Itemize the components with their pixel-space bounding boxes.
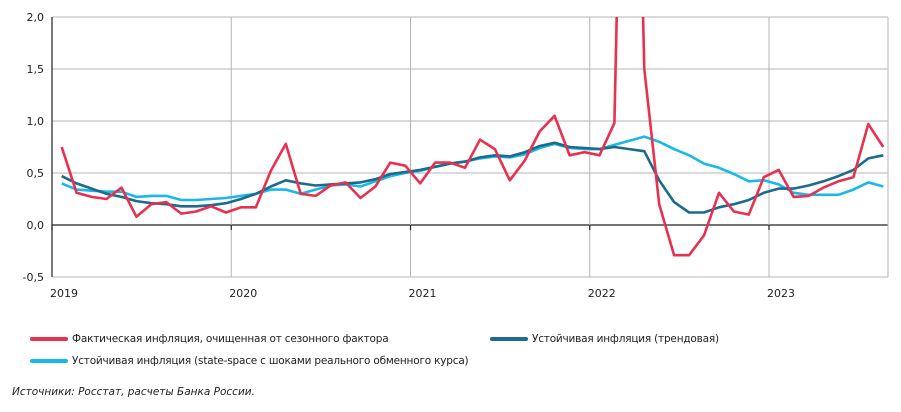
grid (51, 16, 889, 278)
y-tick-label: 2,0 (27, 11, 45, 24)
series-line-1 (61, 141, 884, 214)
y-tick-label: 0,5 (27, 167, 45, 180)
source-note: Источники: Росстат, расчеты Банка России… (12, 386, 255, 398)
legend-item-trend: Устойчивая инфляция (трендовая) (490, 333, 719, 345)
y-tick-label: -0,5 (23, 271, 44, 284)
y-tick-label: 0,0 (27, 219, 45, 232)
x-tick-label: 2020 (229, 287, 257, 300)
legend-label: Фактическая инфляция, очищенная от сезон… (72, 333, 389, 345)
x-tick-label: 2021 (409, 287, 437, 300)
chart: 2,0 1,5 1,0 0,5 0,0 -0,5 2019 2020 2021 2022 2023 (23, 11, 889, 300)
series-line-2 (61, 135, 884, 202)
y-axis: 2,0 1,5 1,0 0,5 0,0 -0,5 (23, 11, 44, 284)
x-axis: 2019 2020 2021 2022 2023 (50, 225, 795, 300)
legend-swatch-dark-blue (490, 337, 528, 341)
y-tick-label: 1,0 (27, 115, 45, 128)
legend-swatch-red (30, 337, 68, 341)
y-tick-label: 1,5 (27, 63, 45, 76)
series-line-0 (60, 17, 885, 257)
legend-item-state-space: Устойчивая инфляция (state-space с шокам… (30, 355, 469, 367)
legend-item-actual: Фактическая инфляция, очищенная от сезон… (30, 333, 389, 345)
series-lines (60, 17, 885, 257)
legend-label: Устойчивая инфляция (трендовая) (532, 333, 719, 345)
legend-label: Устойчивая инфляция (state-space с шокам… (72, 355, 469, 367)
x-tick-label: 2022 (588, 287, 616, 300)
x-tick-label: 2019 (50, 287, 78, 300)
x-tick-label: 2023 (767, 287, 795, 300)
legend-swatch-cyan (30, 359, 68, 363)
